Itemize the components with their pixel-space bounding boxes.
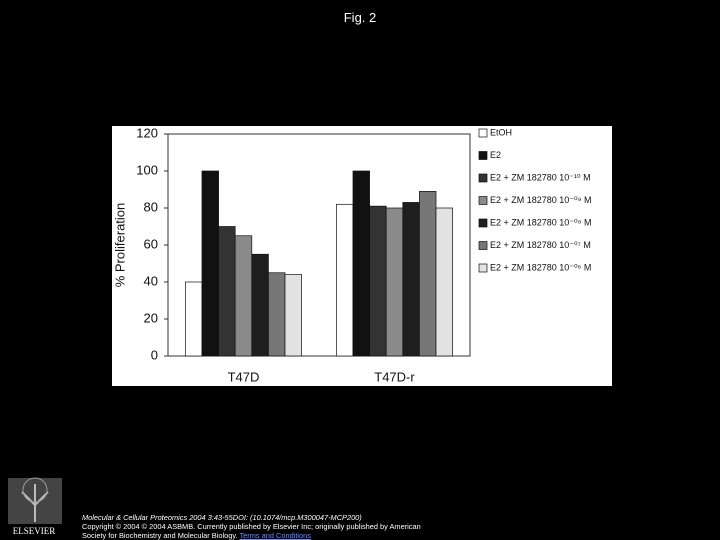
legend-swatch [478, 241, 488, 250]
legend-swatch [478, 173, 488, 183]
y-tick-label: 120 [136, 125, 158, 140]
legend-swatch [478, 263, 488, 273]
legend-swatch [478, 196, 488, 205]
legend-swatch [478, 128, 488, 138]
x-tick-label: T47D [228, 369, 260, 384]
elsevier-logo [8, 477, 62, 524]
slide-title: Fig. 2 [343, 10, 377, 25]
citation-text: Molecular & Cellular Proteomics 2004 3:4… [82, 513, 362, 522]
bar [201, 170, 219, 357]
terms-link[interactable]: Terms and Conditions [239, 531, 311, 540]
bar [185, 281, 203, 357]
bar [435, 207, 453, 357]
citation-line-wrap: Society for Biochemistry and Molecular B… [82, 531, 421, 540]
y-tick-label: 40 [144, 273, 158, 288]
bar [284, 274, 302, 357]
bar [352, 170, 370, 357]
y-tick-label: 80 [144, 199, 158, 214]
y-axis-label: % Proliferation [112, 203, 127, 288]
legend-label: E2 + ZM 182780 10⁻⁰⁷ M [490, 240, 591, 250]
bar [251, 253, 269, 357]
citation-line: Copyright © 2004 © 2004 ASBMB. Currently… [82, 522, 421, 531]
legend-label: E2 + ZM 182780 10⁻¹⁰ M [490, 172, 591, 182]
y-tick-label: 100 [136, 162, 158, 177]
citation-line: Molecular & Cellular Proteomics 2004 3:4… [82, 513, 421, 522]
legend-swatch [478, 218, 488, 228]
logo-text: ELSEVIER [12, 526, 56, 536]
legend-label: E2 + ZM 182780 10⁻⁰⁸ M [490, 217, 591, 227]
bar [268, 272, 286, 357]
y-tick-label: 20 [144, 310, 158, 325]
legend-swatch [478, 151, 488, 160]
citation: Molecular & Cellular Proteomics 2004 3:4… [82, 513, 421, 540]
legend-label: E2 + ZM 182780 10⁻⁰⁹ M [490, 195, 592, 205]
bar [402, 202, 420, 357]
bar [336, 203, 354, 357]
legend-label: E2 + ZM 182780 10⁻⁰⁶ M [490, 262, 591, 272]
bar [419, 191, 437, 357]
x-tick-label: T47D-r [374, 369, 415, 384]
y-tick-label: 60 [144, 236, 158, 251]
y-tick-label: 0 [151, 347, 158, 362]
bar [218, 226, 236, 357]
bar [385, 207, 404, 357]
legend-label: E2 [490, 150, 501, 160]
legend-label: EtOH [490, 127, 512, 137]
bar [369, 205, 387, 357]
bar [234, 235, 253, 357]
citation-line: Society for Biochemistry and Molecular B… [82, 531, 238, 540]
